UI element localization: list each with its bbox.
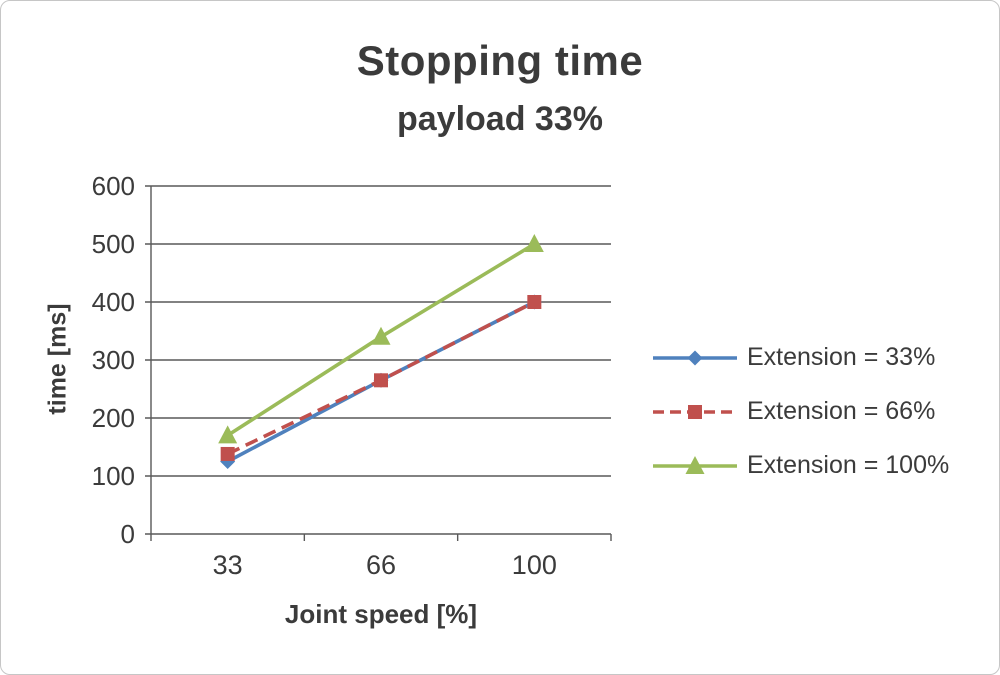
- triangle-marker: [524, 234, 544, 252]
- y-axis-title: time [ms]: [43, 303, 72, 415]
- legend-label: Extension = 33%: [747, 343, 936, 371]
- y-tick-label: 400: [92, 287, 135, 317]
- legend-item: Extension = 100%: [651, 451, 949, 480]
- y-tick-label: 0: [121, 519, 135, 549]
- legend-item: Extension = 33%: [651, 343, 949, 372]
- square-marker: [527, 295, 542, 309]
- square-marker: [688, 404, 702, 419]
- x-tick-label: 33: [213, 550, 243, 580]
- x-tick-label: 100: [512, 550, 557, 580]
- chart-subtitle: payload 33%: [397, 100, 603, 138]
- y-tick-label: 600: [92, 171, 135, 201]
- triangle-marker: [685, 455, 705, 474]
- y-tick-label: 500: [92, 229, 135, 259]
- diamond-marker: [687, 350, 703, 365]
- triangle-marker: [371, 326, 391, 345]
- square-marker: [220, 446, 235, 461]
- legend: Extension = 33% Extension = 66% Extension …: [651, 343, 949, 480]
- x-axis-title: Joint speed [%]: [284, 599, 478, 629]
- legend-label: Extension = 66%: [747, 397, 936, 425]
- y-tick-label: 200: [92, 403, 135, 433]
- legend-key: [653, 404, 737, 419]
- square-marker: [374, 373, 388, 388]
- x-tick-label: 66: [366, 550, 396, 580]
- legend-label: Extension = 100%: [747, 451, 950, 479]
- legend-key: [653, 350, 737, 365]
- legend-item: Extension = 66%: [651, 397, 949, 426]
- y-tick-label: 300: [92, 345, 135, 375]
- y-tick-label: 100: [92, 461, 135, 491]
- legend-key: [653, 455, 737, 474]
- chart-title: Stopping time: [356, 37, 644, 84]
- triangle-marker: [218, 425, 238, 444]
